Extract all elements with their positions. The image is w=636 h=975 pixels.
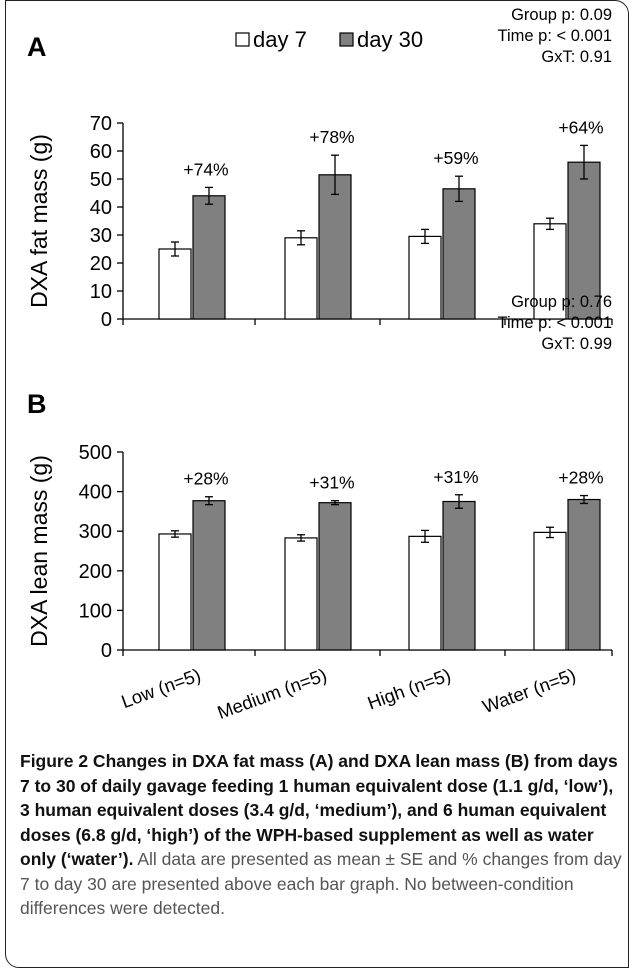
y-tick-label: 60	[90, 141, 112, 163]
x-tick-label: High (n=5)	[365, 664, 454, 713]
legend-label: day 7	[253, 27, 307, 52]
stats-text: Time p: < 0.001	[498, 27, 613, 45]
y-tick-label: 500	[79, 442, 112, 464]
bar-day30	[567, 161, 601, 320]
percent-change-label: +28%	[183, 469, 228, 489]
bar-day7	[284, 237, 318, 320]
y-tick-label: 40	[90, 197, 112, 219]
bar-day7	[158, 533, 192, 651]
bar-day30	[442, 188, 476, 320]
bar-day30	[318, 502, 352, 651]
legend-swatch	[339, 32, 354, 47]
y-tick-label: 400	[79, 482, 112, 504]
bar-day7	[533, 223, 567, 320]
panel-label: A	[27, 32, 47, 62]
legend-label: day 30	[357, 27, 423, 52]
y-tick-label: 100	[79, 600, 112, 622]
percent-change-label: +74%	[183, 159, 228, 179]
bar-day7	[158, 248, 192, 320]
bar-day30	[192, 195, 226, 320]
bar-day7	[284, 537, 318, 651]
bar-day30	[442, 500, 476, 651]
bar-day7	[408, 535, 442, 651]
bar-day30	[192, 500, 226, 651]
stats-text: GxT: 0.99	[541, 335, 612, 353]
caption-title: Figure 2 Changes in DXA fat mass (A) and…	[20, 751, 618, 869]
legend-swatch	[235, 32, 250, 47]
percent-change-label: +31%	[309, 473, 354, 493]
percent-change-label: +28%	[558, 468, 603, 488]
percent-change-label: +59%	[433, 148, 478, 168]
bar-day30	[567, 498, 601, 651]
y-tick-label: 0	[101, 309, 112, 331]
stats-text: Group p: 0.76	[511, 293, 612, 311]
stats-text: Time p: < 0.001	[498, 314, 613, 332]
stats-text: Group p: 0.09	[511, 6, 612, 24]
percent-change-label: +64%	[558, 117, 603, 137]
y-tick-label: 300	[79, 521, 112, 543]
figure-frame	[5, 0, 629, 968]
y-tick-label: 0	[101, 640, 112, 662]
caption-body: All data are presented as mean ± SE and …	[20, 849, 622, 918]
x-tick-label: Medium (n=5)	[214, 664, 329, 723]
panel-label: B	[27, 389, 47, 419]
y-tick-label: 10	[90, 281, 112, 303]
bar-day30	[318, 174, 352, 320]
y-tick-label: 50	[90, 169, 112, 191]
y-tick-label: 70	[90, 113, 112, 135]
figure-chart: A Group p: 0.09 Time p: < 0.001 GxT: 0.91 0 1…	[26, 6, 613, 723]
y-tick-label: 200	[79, 561, 112, 583]
bar-day7	[533, 531, 567, 651]
stats-text: GxT: 0.91	[541, 48, 612, 66]
y-axis-label: DXA lean mass (g)	[26, 455, 52, 647]
percent-change-label: +31%	[433, 467, 478, 487]
percent-change-label: +78%	[309, 127, 354, 147]
y-axis-label: DXA fat mass (g)	[26, 134, 52, 308]
figure-caption: Figure 2 Changes in DXA fat mass (A) and…	[20, 749, 622, 921]
y-tick-label: 30	[90, 225, 112, 247]
x-tick-label: Water (n=5)	[480, 664, 579, 717]
y-tick-label: 20	[90, 253, 112, 275]
bar-day7	[408, 235, 442, 320]
x-tick-label: Low (n=5)	[118, 664, 203, 712]
